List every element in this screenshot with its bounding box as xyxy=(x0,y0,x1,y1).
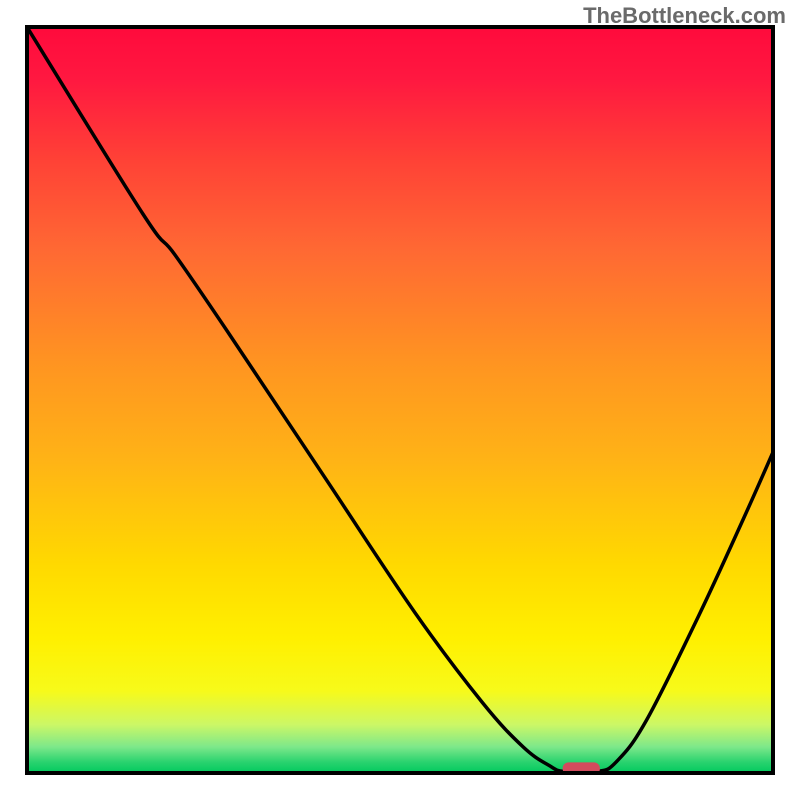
chart-svg xyxy=(0,0,800,800)
bottleneck-chart: TheBottleneck.com xyxy=(0,0,800,800)
watermark-text: TheBottleneck.com xyxy=(583,3,786,29)
plot-gradient-background xyxy=(27,27,773,773)
